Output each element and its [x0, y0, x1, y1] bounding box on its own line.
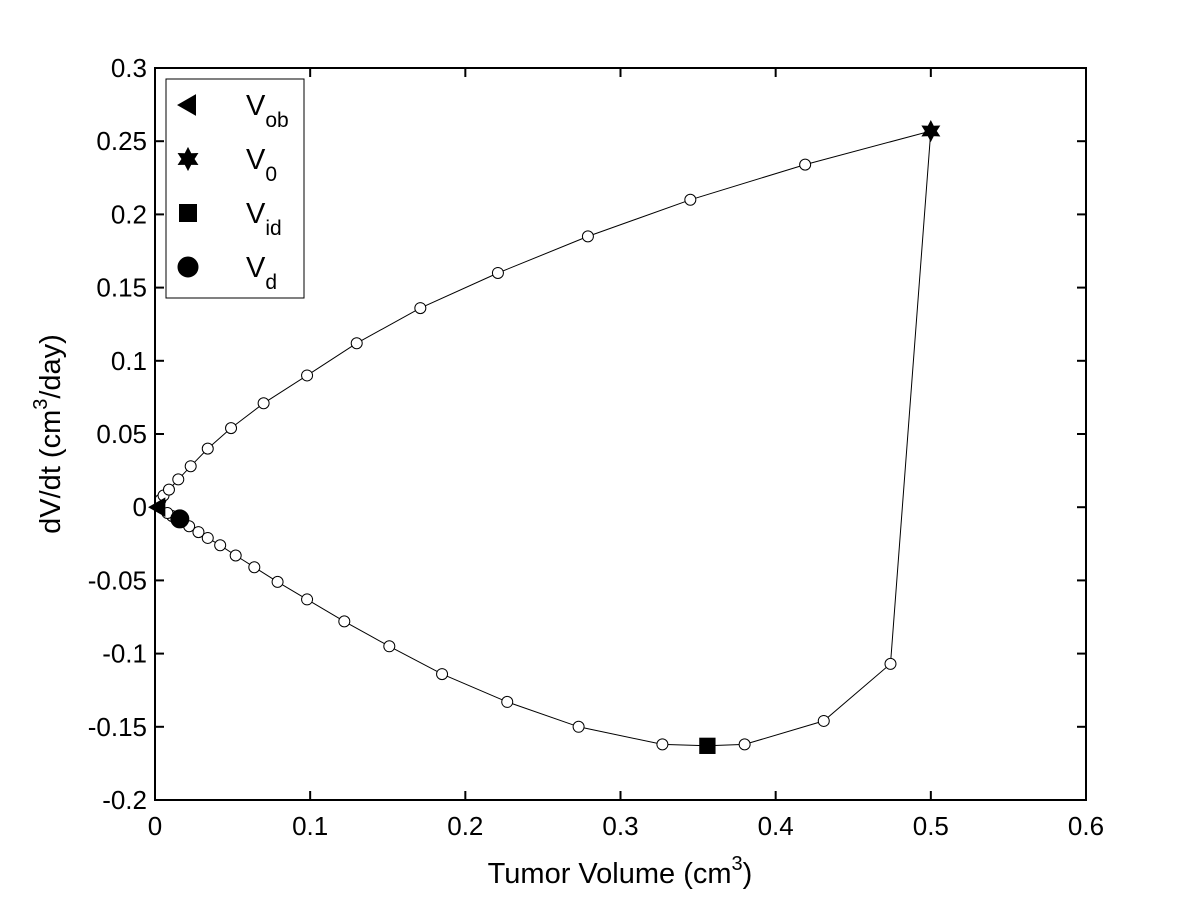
- legend-marker-v-id: [179, 204, 197, 222]
- data-point: [491, 266, 504, 279]
- special-markers: [148, 120, 941, 754]
- data-point: [162, 483, 175, 496]
- legend-marker-v-0: [177, 146, 199, 172]
- marker-v-d: [170, 509, 190, 529]
- legend-label-v-ob: Vob: [246, 90, 289, 132]
- data-point: [738, 738, 751, 751]
- data-point: [350, 337, 363, 350]
- data-point: [225, 422, 238, 435]
- data-point: [572, 720, 585, 733]
- data-point: [201, 531, 214, 544]
- x-axis-label-end: ): [743, 858, 753, 890]
- plot-area: [155, 68, 1086, 800]
- data-point: [301, 593, 314, 606]
- legend-marker-v-d: [177, 256, 199, 278]
- y-axis-label: dV/dt (cm3/day): [30, 334, 67, 534]
- data-point: [248, 561, 261, 574]
- y-tick-label: 0.1: [111, 346, 147, 376]
- marker-v-0: [921, 120, 941, 143]
- legend-label-sub: d: [265, 271, 277, 294]
- y-tick-label: 0.05: [96, 419, 147, 449]
- marker-v-ob: [148, 497, 166, 518]
- x-axis-label-text: Tumor Volume (cm: [488, 858, 732, 890]
- y-tick-label: -0.1: [102, 639, 147, 669]
- x-tick-label: 0.3: [602, 811, 638, 841]
- y-tick-label: -0.2: [102, 785, 147, 815]
- y-tick-label: -0.05: [88, 565, 147, 595]
- y-tick-label: 0: [133, 492, 147, 522]
- legend-label-sub: id: [265, 217, 281, 240]
- data-point: [229, 549, 242, 562]
- data-point: [172, 473, 185, 486]
- legend-label-sub: 0: [265, 163, 277, 186]
- data-point: [257, 397, 270, 410]
- y-tick-label: -0.15: [88, 712, 147, 742]
- data-point: [501, 695, 514, 708]
- y-tick-label: 0.2: [111, 199, 147, 229]
- x-axis-label: Tumor Volume (cm3): [488, 853, 753, 890]
- x-tick-label: 0: [148, 811, 162, 841]
- y-tick-label: 0.25: [96, 126, 147, 156]
- data-point: [301, 369, 314, 382]
- data-point: [581, 230, 594, 243]
- x-tick-label: 0.2: [447, 811, 483, 841]
- legend-label-v-d: Vd: [246, 252, 277, 294]
- legend-label-main: V: [246, 198, 266, 230]
- x-tick-label: 0.1: [292, 811, 328, 841]
- legend-marker-v-ob: [176, 94, 196, 116]
- legend-label-main: V: [246, 144, 266, 176]
- data-point: [214, 539, 227, 552]
- legend-label-main: V: [246, 90, 266, 122]
- x-axis-label-sup: 3: [732, 853, 743, 875]
- data-point: [201, 442, 214, 455]
- data-point: [684, 193, 697, 206]
- legend-label-sub: ob: [265, 109, 288, 132]
- data-point: [271, 575, 284, 588]
- x-tick-label: 0.4: [758, 811, 794, 841]
- data-point: [338, 615, 351, 628]
- data-point: [414, 302, 427, 315]
- legend-label-v-0: V0: [246, 144, 277, 186]
- x-tick-label: 0.5: [913, 811, 949, 841]
- data-point: [184, 460, 197, 473]
- legend-label-v-id: Vid: [246, 198, 282, 240]
- data-point: [383, 640, 396, 653]
- marker-v-id: [699, 737, 716, 754]
- data-point: [884, 657, 897, 670]
- circle-markers: [154, 158, 897, 751]
- data-point: [192, 526, 205, 539]
- y-axis-label-text: dV/dt (cm: [35, 410, 67, 534]
- legend-label-main: V: [246, 252, 266, 284]
- plot-frame: [154, 67, 1087, 801]
- tick-labels: 0 0.1 0.2 0.3 0.4 0.5 0.6 0.3 0.25 0.2 0.15 0.1 0.05…: [88, 53, 1104, 841]
- data-point: [817, 714, 830, 727]
- y-tick-label: 0.15: [96, 273, 147, 303]
- x-tick-label: 0.6: [1068, 811, 1104, 841]
- y-axis-label-end: /day): [35, 334, 67, 398]
- y-axis-label-sup: 3: [30, 399, 52, 410]
- data-point: [656, 738, 669, 751]
- y-tick-label: 0.3: [111, 53, 147, 83]
- data-point: [436, 668, 449, 681]
- data-point: [799, 158, 812, 171]
